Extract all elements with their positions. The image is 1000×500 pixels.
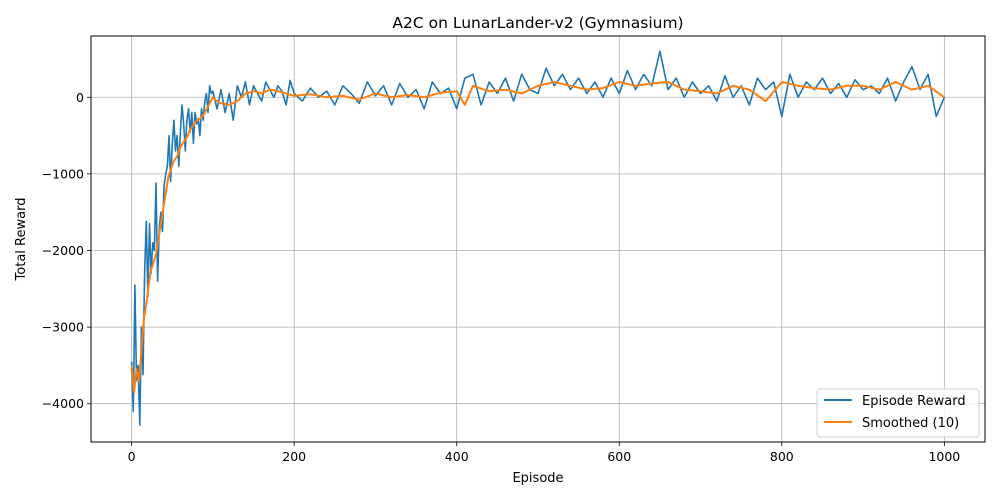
legend-box	[816, 388, 980, 438]
x-tick-label: 0	[128, 449, 136, 464]
x-tick-label: 200	[282, 449, 306, 464]
y-tick-label: −1000	[42, 166, 84, 181]
legend: Episode Reward Smoothed (10)	[816, 388, 980, 438]
legend-label-episode-reward: Episode Reward	[862, 394, 966, 409]
legend-label-smoothed: Smoothed (10)	[862, 416, 959, 431]
series-line-episode-reward	[130, 50, 946, 426]
x-tick-label: 800	[770, 449, 794, 464]
y-tick-label: −2000	[42, 243, 84, 258]
series-line-smoothed	[130, 81, 945, 394]
y-axis-label: Total Reward	[14, 198, 29, 282]
plot-frame	[90, 35, 986, 443]
x-tick-label: 1000	[928, 449, 960, 464]
chart-title: A2C on LunarLander-v2 (Gymnasium)	[392, 14, 683, 32]
y-axis-ticks: −4000 −3000 −2000 −1000 0	[42, 90, 91, 411]
plot-lines	[130, 50, 946, 426]
y-tick-label: 0	[76, 90, 84, 105]
x-axis-ticks: 0 200 400 600 800 1000	[128, 442, 960, 464]
y-tick-label: −4000	[42, 396, 84, 411]
y-tick-label: −3000	[42, 320, 84, 335]
x-tick-label: 400	[445, 449, 469, 464]
x-tick-label: 600	[607, 449, 631, 464]
x-axis-label: Episode	[512, 471, 563, 486]
